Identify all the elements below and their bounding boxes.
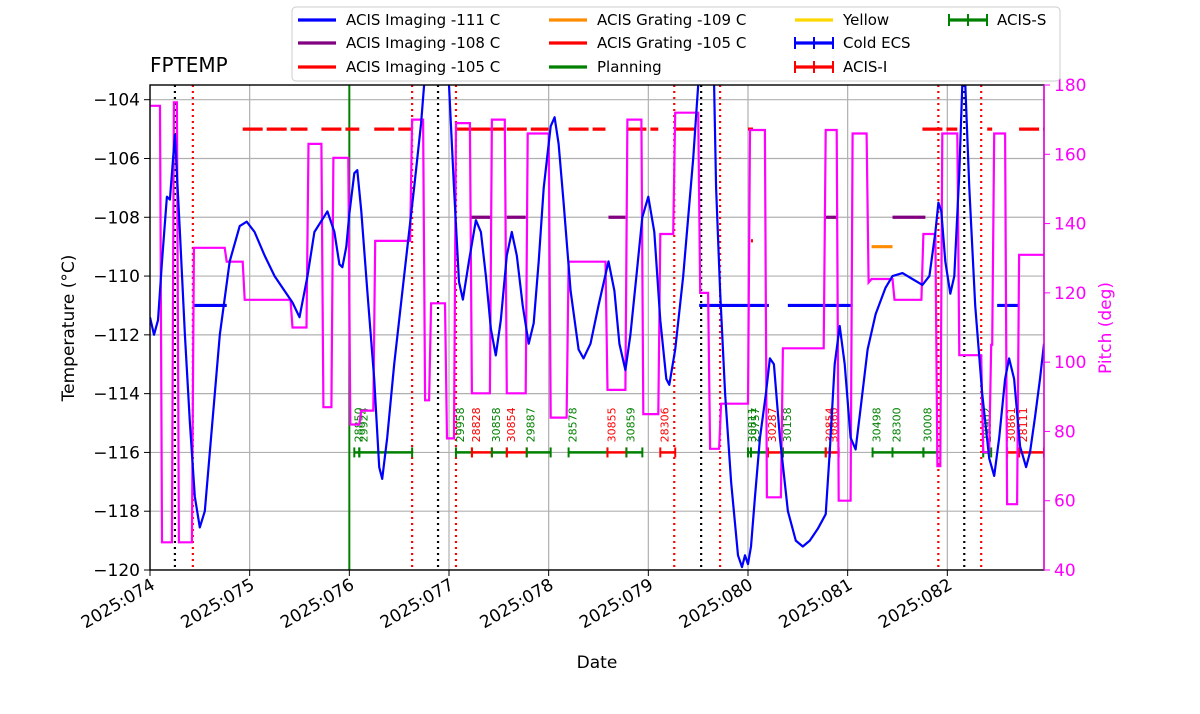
y2-tick-label: 40 [1054,561,1076,581]
obsid-label: 30854 [505,407,518,442]
obsid-label: 30008 [921,407,934,442]
obsid-label: 29958 [454,407,467,442]
y2-tick-label: 60 [1054,492,1076,512]
y2-tick-label: 100 [1054,353,1086,373]
obsid-label: 28111 [1017,407,1030,442]
y2-tick-label: 140 [1054,215,1086,235]
y2-tick-label: 180 [1054,76,1086,96]
y-tick-label: −120 [93,561,140,581]
legend-label: Cold ECS [843,34,911,52]
obsid-label: 30861 [1005,407,1018,442]
obsid-label: 28828 [470,407,483,442]
y-tick-label: −114 [93,385,140,405]
obsid-label: 29887 [525,407,538,442]
legend-label: ACIS-I [843,58,887,76]
legend-label: ACIS Imaging -105 C [346,58,500,76]
y2-tick-label: 160 [1054,145,1086,165]
y-tick-label: −108 [93,208,140,228]
y-tick-label: −106 [93,149,140,169]
temperature-series-line [964,85,1044,477]
x-axis-label: Date [577,653,618,673]
y-tick-label: −104 [93,91,140,111]
temperature-series-line [713,85,964,569]
legend: ACIS Imaging -111 C ACIS Imaging -108 C AC… [291,6,1061,82]
y-axis-label: Temperature (°C) [59,255,79,403]
legend-label: ACIS Grating -109 C [597,11,746,29]
temperature-series-line [150,85,426,529]
obsid-label: 30855 [605,407,618,442]
y2-tick-label: 120 [1054,284,1086,304]
obsid-label: 28306 [658,407,671,442]
y2-tick-label: 80 [1054,422,1076,442]
y-tick-label: −110 [93,267,140,287]
obsid-label: 30859 [624,407,637,442]
legend-label: ACIS Grating -105 C [597,34,746,52]
legend-label: Yellow [842,11,889,29]
y-tick-label: −112 [93,326,140,346]
y2-axis-label: Pitch (deg) [1096,282,1116,374]
legend-label: ACIS-S [997,11,1046,29]
obsid-label: 29757 [749,407,762,442]
obsid-label: 28300 [891,407,904,442]
obsid-label: 28578 [567,407,580,442]
legend-label: Planning [597,58,662,76]
obsid-label: 30811 [746,407,759,442]
y-tick-label: −118 [93,502,140,522]
legend-label: ACIS Imaging -111 C [346,11,500,29]
chart-title: FPTEMP [150,53,228,77]
obsid-label: 30158 [781,407,794,442]
y-tick-label: −116 [93,443,140,463]
obsid-label: 30498 [871,407,884,442]
pitch-series-line [150,101,1044,544]
temperature-series-line [447,85,700,386]
obsid-label: 30287 [766,407,779,442]
legend-box [291,6,1061,82]
obsid-label: 30858 [490,407,503,442]
legend-label: ACIS Imaging -108 C [346,34,500,52]
